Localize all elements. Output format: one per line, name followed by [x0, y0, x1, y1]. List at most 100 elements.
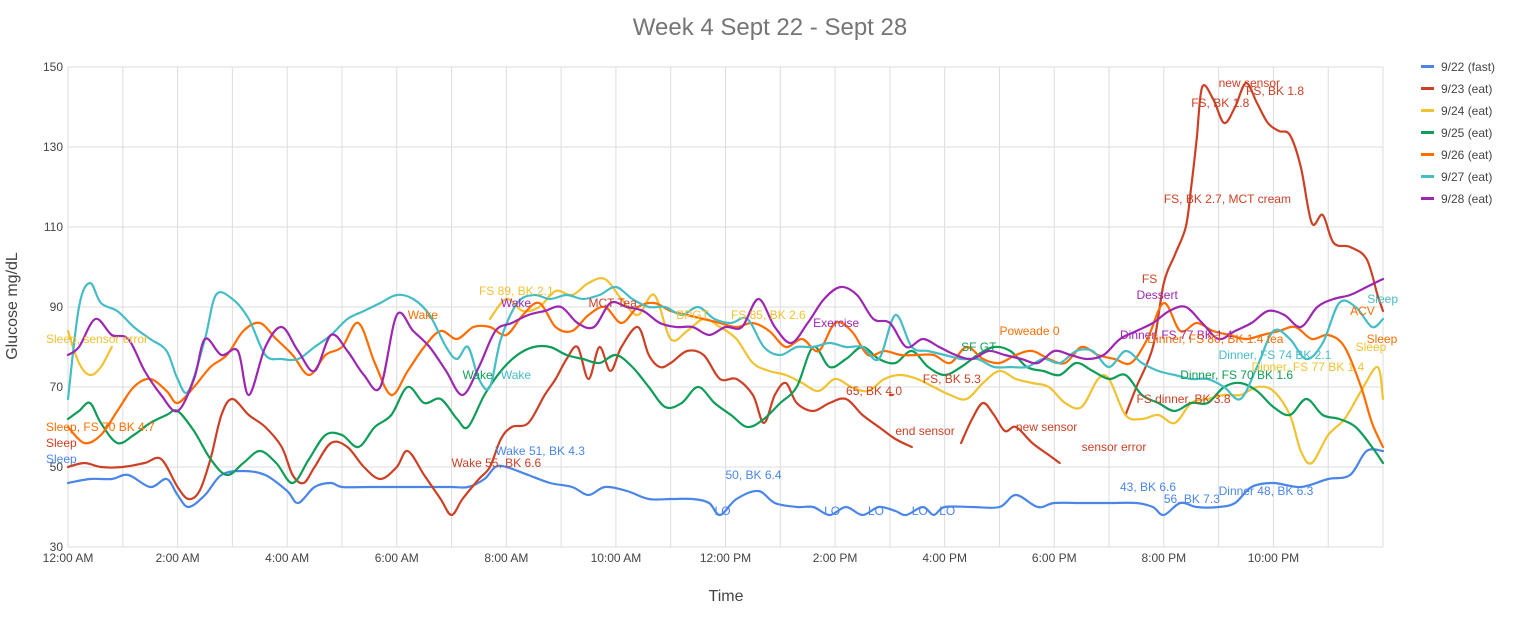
legend-label: 9/23 (eat): [1441, 82, 1492, 96]
annotation-label: Sleep, sensor error: [46, 332, 148, 346]
annotation-label: BPGT: [676, 308, 709, 322]
x-tick-label: 6:00 AM: [375, 551, 419, 565]
x-tick-label: 12:00 PM: [700, 551, 751, 565]
annotation-label: Poweade 0: [999, 324, 1059, 338]
annotation-label: Sleep: [46, 436, 77, 450]
legend-swatch: [1421, 131, 1434, 134]
annotation-label: 56, BK 7.3: [1164, 492, 1220, 506]
annotation-label: MCT Tea: [589, 296, 638, 310]
annotation-label: SF GT: [961, 340, 997, 354]
legend-label: 9/26 (eat): [1441, 148, 1492, 162]
y-tick-label: 130: [43, 140, 63, 154]
annotation-label: Wake: [463, 368, 494, 382]
x-tick-label: 4:00 PM: [922, 551, 967, 565]
annotation-label: Sleep: [1356, 340, 1387, 354]
legend-swatch: [1421, 197, 1434, 200]
series-line: [66, 301, 1385, 449]
series-line: [66, 329, 113, 377]
legend-item: 9/23 (eat): [1421, 82, 1492, 96]
annotation-label: FS 85, BK 2.6: [731, 308, 806, 322]
y-axis-ticks: 30 50 70 90 110 130 150: [43, 60, 63, 554]
series-9-28-eat-: [66, 277, 1385, 413]
annotation-label: LO: [912, 504, 928, 518]
x-axis-ticks: 12:00 AM 2:00 AM 4:00 AM 6:00 AM 8:00 AM 10:0…: [43, 551, 1299, 565]
y-tick-label: 30: [50, 540, 64, 554]
annotations: Sleep, sensor error Sleep, FS 70 BK 4.7 Sl…: [46, 76, 1398, 518]
annotation-label: Wake 55, BK 6.6: [452, 456, 542, 470]
series-line: [66, 277, 1385, 413]
annotation-label: LO: [868, 504, 884, 518]
series-line: [66, 344, 1385, 485]
series-line: [960, 401, 1061, 465]
series-9-25-eat-: [66, 344, 1385, 485]
legend-label: 9/22 (fast): [1441, 60, 1495, 74]
y-tick-label: 150: [43, 60, 63, 74]
annotation-label: FS, BK 5.3: [923, 372, 981, 386]
series-9-22-fast-: [66, 448, 1385, 517]
annotation-label: Sleep, FS 70 BK 4.7: [46, 420, 155, 434]
annotation-label: LO: [715, 504, 731, 518]
annotation-label: Dinner, FS 70 BK 1.6: [1180, 368, 1293, 382]
legend-label: 9/27 (eat): [1441, 170, 1492, 184]
annotation-label: Dinner 48, BK 6.3: [1219, 484, 1314, 498]
legend-item: 9/25 (eat): [1421, 126, 1492, 140]
annotation-label: LO: [939, 504, 955, 518]
legend: 9/22 (fast) 9/23 (eat) 9/24 (eat) 9/25 (eat…: [1421, 60, 1495, 206]
legend-swatch: [1421, 109, 1434, 112]
x-tick-label: 6:00 PM: [1032, 551, 1077, 565]
legend-swatch: [1421, 175, 1434, 178]
series-line: [66, 448, 1385, 517]
series-9-23-eat-: [66, 81, 1385, 517]
chart-title: Week 4 Sept 22 - Sept 28: [633, 14, 907, 41]
legend-item: 9/24 (eat): [1421, 104, 1492, 118]
x-tick-label: 10:00 PM: [1248, 551, 1299, 565]
annotation-label: Sleep: [1367, 292, 1398, 306]
annotation-label: new sensor: [1016, 420, 1077, 434]
legend-swatch: [1421, 65, 1434, 68]
annotation-label: Sleep: [46, 452, 77, 466]
annotation-label: Dinner, FS 80, BK 1.4 tea: [1147, 332, 1283, 346]
annotation-label: 65, BK 4.0: [846, 384, 902, 398]
annotation-label: ACV: [1350, 304, 1375, 318]
legend-label: 9/28 (eat): [1441, 192, 1492, 206]
x-tick-label: 8:00 PM: [1141, 551, 1186, 565]
legend-swatch: [1421, 153, 1434, 156]
x-tick-label: 12:00 AM: [43, 551, 94, 565]
legend-item: 9/28 (eat): [1421, 192, 1492, 206]
annotation-label: sensor error: [1082, 440, 1147, 454]
legend-swatch: [1421, 87, 1434, 90]
annotation-label: FS 89, BK 2.1: [479, 284, 554, 298]
annotation-label: LO: [824, 504, 840, 518]
x-tick-label: 10:00 AM: [591, 551, 642, 565]
series-line: [66, 325, 913, 517]
legend-item: 9/26 (eat): [1421, 148, 1492, 162]
y-tick-label: 50: [50, 460, 64, 474]
legend-label: 9/25 (eat): [1441, 126, 1492, 140]
annotation-label: Dinner, FS 77 BK 1.4: [1120, 328, 1233, 342]
annotation-label: Wake: [501, 368, 532, 382]
legend-item: 9/22 (fast): [1421, 60, 1495, 74]
annotation-label: FS: [1142, 272, 1157, 286]
x-axis-title: Time: [709, 588, 744, 605]
annotation-label: Dinner, FS 77 BK 1.4: [1252, 360, 1365, 374]
annotation-label: Wake 51, BK 4.3: [495, 444, 585, 458]
x-tick-label: 2:00 AM: [156, 551, 200, 565]
legend-item: 9/27 (eat): [1421, 170, 1492, 184]
annotation-label: Dessert: [1136, 288, 1178, 302]
y-tick-label: 90: [50, 300, 64, 314]
annotation-label: Exercise: [813, 316, 859, 330]
annotation-label: FS, BK 1.8: [1191, 96, 1249, 110]
series-line: [1124, 81, 1385, 417]
y-tick-label: 110: [44, 220, 63, 234]
y-axis-title: Glucose mg/dL: [4, 252, 21, 360]
legend-label: 9/24 (eat): [1441, 104, 1492, 118]
annotation-label: 43, BK 6.6: [1120, 480, 1176, 494]
annotation-label: new sensor: [1219, 76, 1280, 90]
annotation-label: Wake: [501, 296, 532, 310]
x-tick-label: 8:00 AM: [484, 551, 528, 565]
x-tick-label: 4:00 AM: [265, 551, 309, 565]
annotation-label: FS dinner, BK 3.8: [1136, 392, 1230, 406]
y-tick-label: 70: [50, 380, 64, 394]
annotation-label: 50, BK 6.4: [726, 468, 782, 482]
